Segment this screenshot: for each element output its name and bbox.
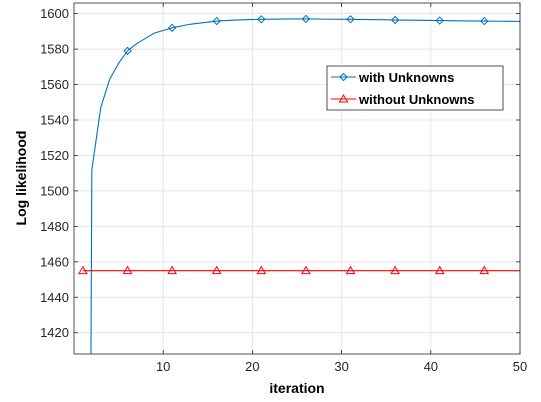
series-layer xyxy=(78,14,521,355)
marker-without-unknowns xyxy=(122,265,133,275)
marker-with-unknowns xyxy=(346,15,355,24)
marker-with-unknowns xyxy=(257,15,266,24)
marker-without-unknowns xyxy=(434,265,445,275)
marker-with-unknowns xyxy=(301,14,311,24)
marker-without-unknowns xyxy=(211,265,222,275)
marker-with-unknowns xyxy=(123,46,132,56)
marker-without-unknowns xyxy=(390,265,400,275)
y-tick-label: 1480 xyxy=(40,219,69,234)
y-tick-label: 1540 xyxy=(40,113,69,128)
y-ticks: 1420 1440 1460 1480 1500 1520 1540 1560 1580 1600 xyxy=(40,6,520,340)
y-tick-label: 1440 xyxy=(40,290,69,305)
y-tick-label: 1580 xyxy=(40,42,69,57)
y-tick-label: 1460 xyxy=(40,254,69,269)
y-tick-label: 1520 xyxy=(40,148,69,163)
marker-with-unknowns xyxy=(390,15,400,25)
x-axis-label: iteration xyxy=(269,380,324,396)
x-ticks: 10 20 30 40 50 xyxy=(156,3,527,374)
x-tick-label: 20 xyxy=(245,359,259,374)
legend-marker-without-unknowns xyxy=(338,93,349,103)
y-tick-label: 1600 xyxy=(40,6,69,21)
legend: with Unknowns without Unknowns xyxy=(326,65,504,111)
marker-with-unknowns xyxy=(435,16,444,25)
legend-box xyxy=(326,65,504,111)
marker-without-unknowns xyxy=(256,265,267,275)
marker-with-unknowns xyxy=(167,23,177,33)
y-axis-label: Log likelihood xyxy=(13,131,29,226)
legend-marker-with-unknowns xyxy=(339,72,348,82)
legend-label-without-unknowns: without Unknowns xyxy=(358,92,475,107)
x-tick-label: 10 xyxy=(156,359,170,374)
plot-frame xyxy=(73,2,521,355)
x-tick-label: 30 xyxy=(334,359,348,374)
marker-with-unknowns xyxy=(480,16,489,26)
marker-with-unknowns xyxy=(212,16,221,26)
legend-label-with-unknowns: with Unknowns xyxy=(358,70,454,85)
plot-background xyxy=(74,3,520,354)
x-tick-label: 40 xyxy=(424,359,438,374)
y-tick-label: 1500 xyxy=(40,183,69,198)
x-tick-label: 50 xyxy=(513,359,527,374)
marker-without-unknowns xyxy=(78,265,88,275)
marker-without-unknowns xyxy=(345,265,356,275)
marker-without-unknowns xyxy=(479,265,490,275)
marker-without-unknowns xyxy=(167,265,177,275)
marker-without-unknowns xyxy=(301,265,311,275)
series-line-with-unknowns xyxy=(90,18,521,355)
y-tick-label: 1560 xyxy=(40,77,69,92)
y-tick-label: 1420 xyxy=(40,325,69,340)
